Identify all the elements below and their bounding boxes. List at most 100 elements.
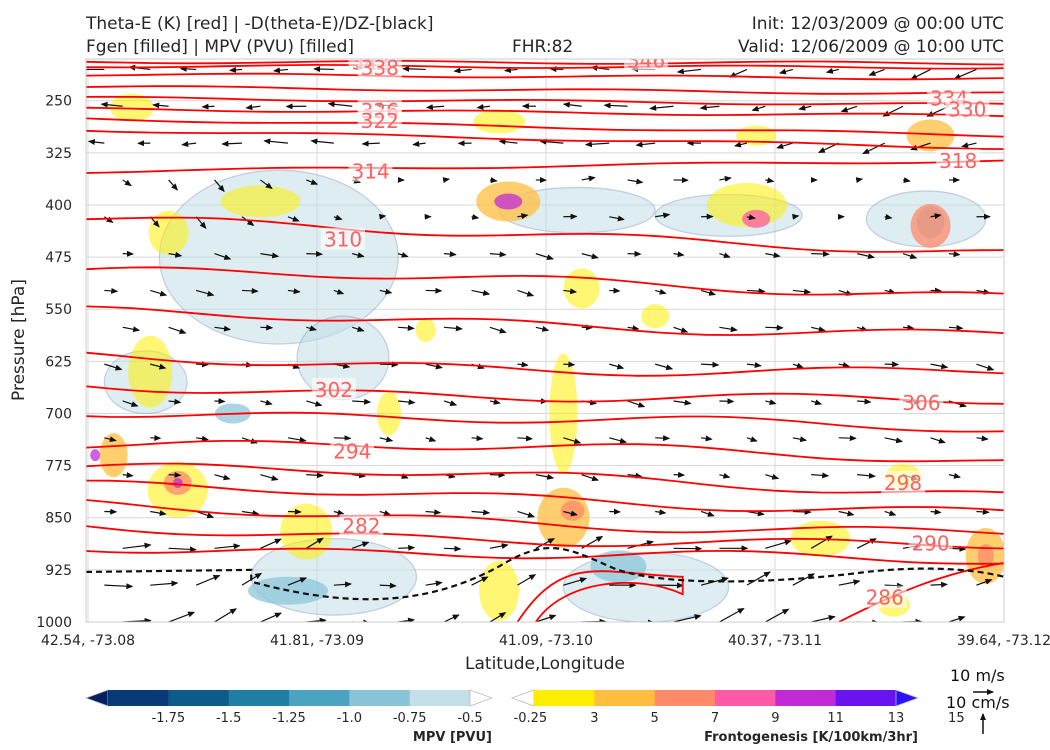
wind-vector [260,179,273,190]
colorbar-segment [168,690,230,706]
wind-reference-horizontal-label: 10 m/s [950,666,1005,685]
wind-vector [504,67,518,74]
x-tick-label: 42.54, -73.08 [41,633,135,649]
wind-vector [581,474,600,482]
wind-vector [201,103,215,110]
wind-vector [397,251,409,258]
wind-vector [443,325,463,332]
wind-vector [498,138,518,145]
wind-vector [517,510,535,518]
wind-vector [168,326,187,334]
wind-vector [196,435,209,442]
wind-vector [168,471,182,478]
contour-label-halo [357,59,402,79]
stability-dashed-line [86,547,1004,601]
wind-vector [214,253,232,260]
wind-vector [214,608,237,622]
wind-vector [412,140,426,147]
x-tick-labels: 42.54, -73.08 41.81, -73.09 41.09, -73.10 4… [41,633,1050,649]
wind-vector [746,362,762,369]
wind-vector [838,579,861,586]
wind-vector [229,66,243,73]
wind-vector [719,398,735,405]
wind-vector [584,141,610,148]
wind-vector [627,472,643,479]
wind-vector [948,324,964,331]
colorbar-tick-label: 5 [651,711,659,726]
colorbar-segment [654,690,716,706]
colorbar-segment [594,690,656,706]
wind-vector [902,177,911,184]
wind-vector [609,287,621,294]
wind-vector [306,400,323,407]
wind-vector [453,67,472,74]
wind-vector [953,68,977,80]
theta-e-contour-label: 314 [351,160,389,184]
wind-vector [810,535,833,549]
frontogenesis-colorbar-label: Frontogenesis [K/100km/3hr] [704,730,918,745]
theta-e-contour-label: 346 [627,48,665,72]
wind-vector [196,289,215,297]
wind-vector [214,179,225,193]
wind-vector [104,436,117,443]
wind-vector [976,578,993,586]
wind-vector [856,538,877,549]
theta-e-contours [86,60,1004,622]
wind-vector [868,68,885,76]
wind-vector [333,509,345,516]
wind-vector [778,68,794,75]
theta-e-contour-label: 286 [866,586,904,610]
theta-e-line [86,85,1004,95]
theta-e-line [86,60,1004,66]
wind-vector [535,253,554,261]
header-title-line2: Fgen [filled] | MPV (PVU) [filled] [86,37,355,57]
wind-vector [476,103,490,110]
wind-vector [635,141,656,148]
valid-time: Valid: 12/06/2009 @ 10:00 UTC [738,37,1004,57]
theta-e-line [86,305,1004,336]
wind-vector [910,142,931,151]
wind-vector [734,141,748,148]
wind-vector [471,435,484,442]
wind-vector [333,288,345,295]
contour-label-halo [321,227,366,250]
colorbar-tick-label: -0.25 [514,711,548,726]
colorbar-tick-label: -1.75 [152,711,186,726]
wind-vector [792,508,812,515]
colorbar-extend-left [510,689,535,707]
colorbar-tick-label: 11 [827,711,844,726]
wind-vector [425,580,443,587]
wind-vectors [86,64,995,622]
wind-vector [379,582,397,589]
wind-vector [104,363,123,371]
wind-vector [379,361,399,368]
wind-vector [649,104,674,111]
wind-vector [699,104,720,111]
colorbar-extend-left [84,689,109,707]
wind-vector [214,474,231,481]
wind-vector [798,104,812,111]
wind-vector [719,607,745,622]
theta-e-line [86,462,1004,494]
wind-vector [379,436,394,443]
wind-vector [765,539,792,549]
wind-vector [287,216,300,222]
colorbar-segment [228,690,290,706]
wind-vector [902,324,915,331]
wind-vector [333,581,352,588]
wind-vector [948,615,966,622]
y-tick-label: 625 [45,354,72,370]
colorbar-extend-right [469,689,494,707]
wind-vector [857,398,872,405]
wind-vector [122,542,152,549]
wind-vector [609,215,625,222]
frontogenesis-region [415,318,436,343]
wind-vector [700,576,729,586]
wind-vector [287,436,307,443]
colorbar-tick-label: -1.0 [337,711,362,726]
y-tick-labels: 250 325 400 475 550 625 700 775 850 925 1000 [36,94,72,631]
wind-vector [517,574,537,586]
wind-vector [442,177,450,184]
wind-vector [765,177,775,184]
